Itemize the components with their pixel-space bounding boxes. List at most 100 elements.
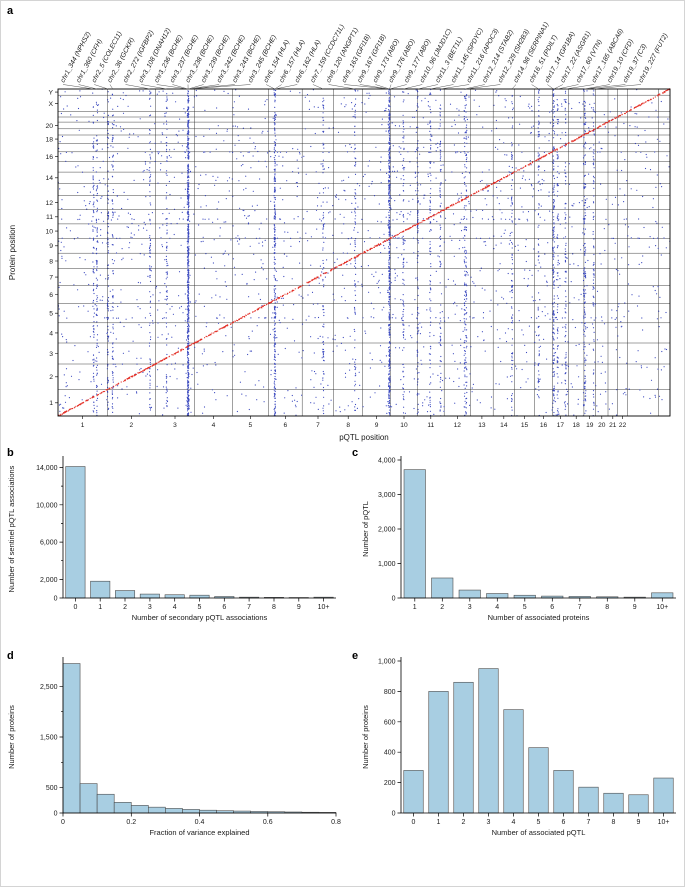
x-tick-label: 10+ — [658, 819, 670, 826]
hotspot-leader-line — [565, 84, 595, 90]
panel-letter-c: c — [352, 447, 359, 459]
y-tick-label: 200 — [384, 780, 396, 787]
x-tick-label: 3 — [148, 604, 152, 611]
x-tick-label: 19 — [586, 422, 594, 429]
hotspot-leader-line — [328, 84, 356, 90]
x-tick-label: 16 — [540, 422, 548, 429]
x-tick-label: 1 — [413, 604, 417, 611]
y-tick-label: 9 — [49, 243, 53, 250]
hotspot-leader-line — [584, 84, 610, 90]
y-tick-label: 10 — [45, 229, 53, 236]
bar — [79, 783, 98, 814]
y-tick-label: 2,000 — [378, 527, 396, 534]
y-tick-label: 18 — [45, 137, 53, 144]
x-tick-label: 10+ — [656, 604, 668, 611]
x-tick-label: 7 — [587, 819, 591, 826]
hotspot-leader-line — [94, 84, 109, 90]
plot-border — [57, 88, 671, 417]
axis-ticks — [55, 91, 623, 419]
hotspot-leader-line — [466, 84, 501, 90]
x-tick-label: 11 — [427, 422, 434, 429]
x-tick-label: 6 — [222, 604, 226, 611]
axes — [62, 456, 336, 599]
bar — [189, 594, 210, 599]
bar — [115, 590, 136, 599]
bar — [403, 469, 426, 599]
panel-letter-b: b — [7, 447, 14, 459]
bar — [503, 709, 524, 814]
x-tick-label: 8 — [346, 422, 350, 429]
hotspot-leader-line — [156, 84, 188, 90]
x-tick-label: 7 — [578, 604, 582, 611]
hotspot-leader-line — [440, 84, 470, 90]
x-tick-label: 9 — [637, 819, 641, 826]
bar — [139, 593, 160, 599]
panel-letter-a: a — [7, 5, 14, 17]
x-tick-label: 14 — [500, 422, 508, 429]
x-tick-label: 0 — [412, 819, 416, 826]
y-tick-label: 8 — [49, 258, 53, 265]
y-tick-label: 500 — [46, 785, 58, 792]
x-tick-label: 9 — [633, 604, 637, 611]
hotspot-leader-line — [593, 84, 642, 90]
bar — [113, 802, 132, 814]
hotspot-leader-line — [109, 84, 114, 90]
hotspot-leader-line — [375, 84, 390, 90]
x-tick-label: 0.4 — [195, 819, 205, 826]
y-tick-label: 20 — [45, 123, 53, 130]
x-axis-label: Fraction of variance explained — [149, 828, 249, 837]
hotspot-leader-line — [274, 84, 298, 90]
hotspot-leader-line — [125, 84, 151, 90]
bar — [403, 770, 424, 814]
panel-letter-e: e — [352, 650, 359, 662]
panel-b-secondary-associations-bar-chart: 0 2,000 6,000 10,000 14,000 0 1 2 3 4 5 6 7 8 9 10+ Numb… — [7, 456, 336, 622]
bar — [65, 466, 86, 599]
x-tick-label: 3 — [173, 422, 177, 429]
y-tick-label: 16 — [45, 154, 53, 161]
panel-c-associated-proteins-bar-chart: 0 1,000 2,000 3,000 4,000 1 2 3 4 5 6 7 8 9 10+ Number … — [361, 456, 676, 622]
bar — [130, 805, 149, 814]
bar — [431, 577, 454, 599]
x-tick-label: 4 — [495, 604, 499, 611]
bar — [182, 809, 200, 814]
y-axis-label: Number of sentinel pQTL associations — [7, 465, 16, 592]
panel-e-associated-pqtl-bar-chart: 0 200 400 600 800 1,000 0 1 2 3 4 5 6 7 8 9 10+ Number of… — [361, 657, 676, 837]
x-tick-label: 13 — [478, 422, 486, 429]
y-tick-label: 1,000 — [378, 659, 396, 666]
bar — [653, 777, 674, 814]
y-tick-label: 600 — [384, 719, 396, 726]
hotspot-leader-line — [553, 84, 564, 90]
x-tick-label: 17 — [557, 422, 565, 429]
hotspot-leader-line — [585, 84, 626, 90]
bar — [458, 589, 481, 599]
y-tick-label: 14 — [45, 175, 53, 182]
bar — [651, 592, 674, 599]
axes — [400, 456, 676, 599]
x-tick-label: 15 — [521, 422, 529, 429]
panel-a-pqtl-protein-scatterplot: 1 2 3 4 5 6 7 8 9 10 11 12 13 14 15 16 17 18 19 20 21 2212345… — [8, 21, 671, 442]
x-axis-label: Number of associated pQTL — [492, 828, 586, 837]
hotspot-leader-line — [188, 84, 220, 90]
bar — [578, 786, 599, 814]
x-tick-label: 20 — [598, 422, 606, 429]
x-tick-label: 4 — [512, 819, 516, 826]
y-tick-label: 11 — [46, 214, 53, 221]
x-tick-label: 6 — [283, 422, 287, 429]
x-axis-label: Number of secondary pQTL associations — [132, 613, 268, 622]
y-tick-label: 0 — [54, 811, 58, 818]
x-tick-label: 6 — [550, 604, 554, 611]
bar — [62, 663, 81, 814]
x-tick-label: 1 — [437, 819, 441, 826]
x-tick-label: 3 — [487, 819, 491, 826]
hotspot-leader-line — [265, 84, 275, 90]
hotspot-leader-line — [557, 84, 579, 90]
y-tick-label: 0 — [392, 811, 396, 818]
x-tick-label: 9 — [375, 422, 379, 429]
hotspot-leader-line — [344, 84, 390, 90]
y-tick-label: 1,500 — [40, 735, 58, 742]
x-axis-label: pQTL position — [339, 433, 389, 442]
bar — [513, 594, 536, 599]
x-tick-label: 6 — [562, 819, 566, 826]
x-tick-label: 9 — [297, 604, 301, 611]
x-tick-label: 3 — [468, 604, 472, 611]
